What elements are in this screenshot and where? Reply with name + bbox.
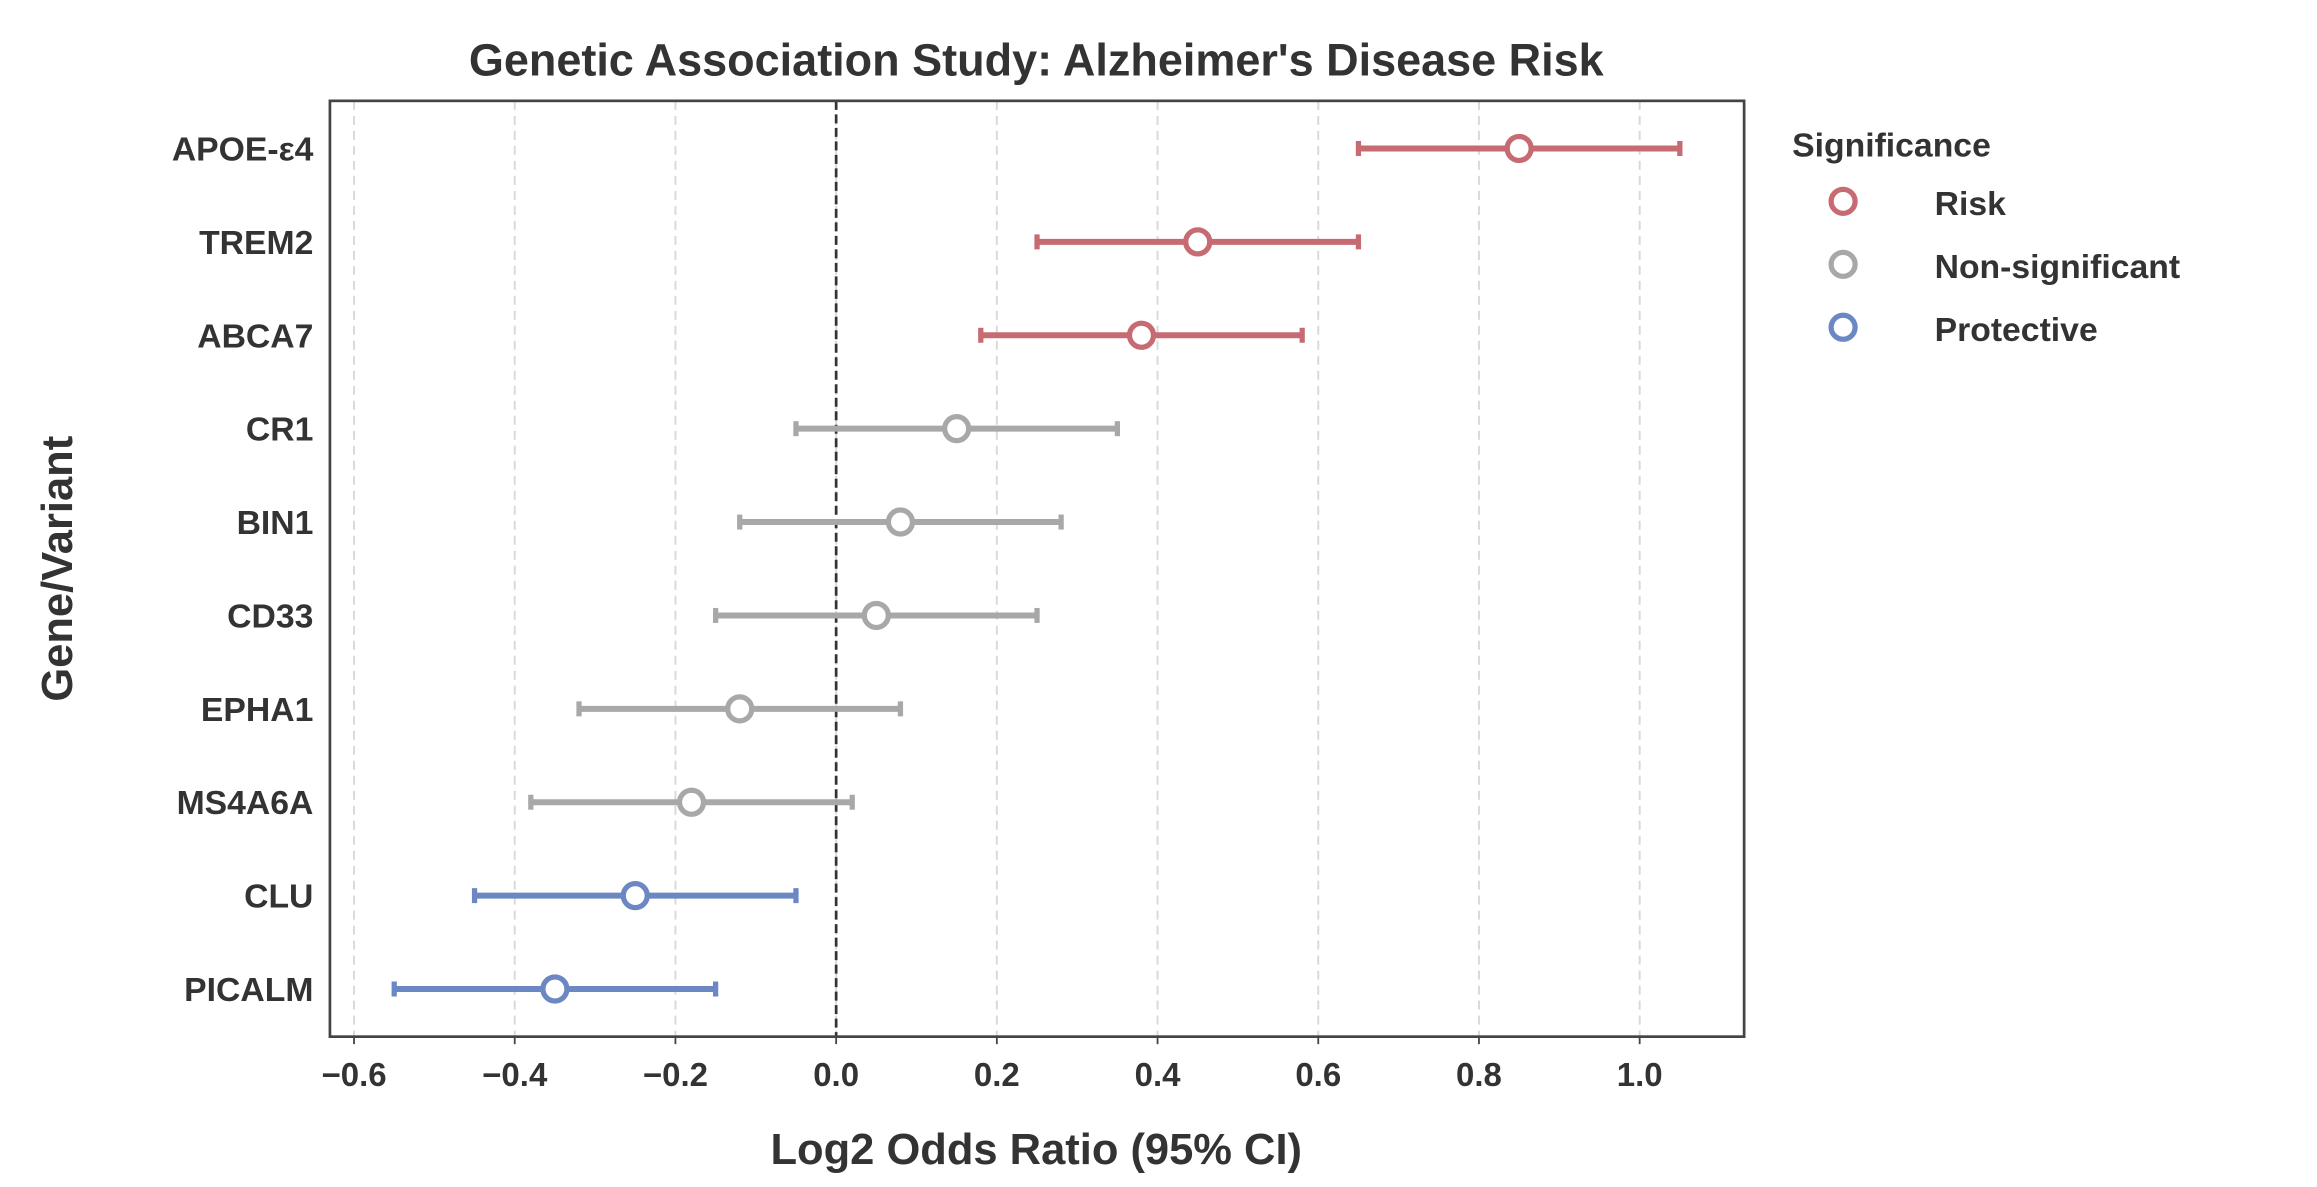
y-tick-label: EPHA1 <box>201 691 314 729</box>
point-estimate <box>1126 320 1157 350</box>
point-estimate <box>540 974 570 1004</box>
y-tick-label: PICALM <box>184 971 313 1009</box>
x-tick-label: 0.4 <box>1135 1056 1182 1093</box>
x-tick-label: 0.8 <box>1456 1056 1502 1093</box>
legend-marker-protective <box>1828 312 1858 342</box>
y-tick-label: BIN1 <box>237 504 314 542</box>
point-estimate <box>861 600 891 631</box>
x-tick-label: 0.0 <box>813 1056 859 1093</box>
x-tick-label: 0.6 <box>1295 1056 1341 1093</box>
x-tick-label: −0.4 <box>482 1056 548 1093</box>
legend-title: Significance <box>1792 126 1991 164</box>
x-axis-label: Log2 Odds Ratio (95% CI) <box>771 1126 1303 1174</box>
x-ticks: −0.6 −0.4 −0.2 0.0 0.2 0.4 0.6 0.8 1.0 <box>321 1036 1663 1093</box>
point-estimate <box>620 881 650 911</box>
point-estimate <box>885 507 916 537</box>
x-tick-label: −0.2 <box>643 1056 708 1093</box>
y-tick-label: MS4A6A <box>177 784 314 822</box>
y-tick-label: ABCA7 <box>197 317 313 355</box>
x-tick-label: 1.0 <box>1617 1056 1663 1093</box>
y-tick-label: TREM2 <box>199 224 313 262</box>
x-tick-label: 0.2 <box>974 1056 1020 1093</box>
y-ticks: APOE-ε4 TREM2 ABCA7 CR1 BIN1 CD33 EPHA1 MS4A6A C… <box>172 130 314 1009</box>
point-estimate <box>1504 133 1534 164</box>
y-tick-label: CLU <box>244 878 313 916</box>
point-estimate <box>1183 227 1213 257</box>
legend-label: Protective <box>1935 311 2098 349</box>
data-marks <box>391 133 1683 1004</box>
x-tick-label: −0.6 <box>321 1056 386 1093</box>
legend: Significance Risk Non-significant Protecti… <box>1792 126 2180 348</box>
y-axis-label: Gene/Variant <box>34 436 82 702</box>
y-tick-label: CD33 <box>227 597 313 635</box>
point-estimate <box>676 787 707 817</box>
legend-label: Risk <box>1935 185 2006 223</box>
chart-title: Genetic Association Study: Alzheimer's D… <box>469 34 1605 85</box>
y-tick-label: CR1 <box>246 411 314 449</box>
plot-frame <box>328 99 1746 1039</box>
legend-marker-risk <box>1828 186 1858 216</box>
legend-label: Non-significant <box>1935 248 2181 286</box>
point-estimate <box>725 694 755 724</box>
y-tick-label: APOE-ε4 <box>172 130 314 168</box>
point-estimate <box>942 414 972 444</box>
legend-marker-non-significant <box>1828 249 1858 279</box>
